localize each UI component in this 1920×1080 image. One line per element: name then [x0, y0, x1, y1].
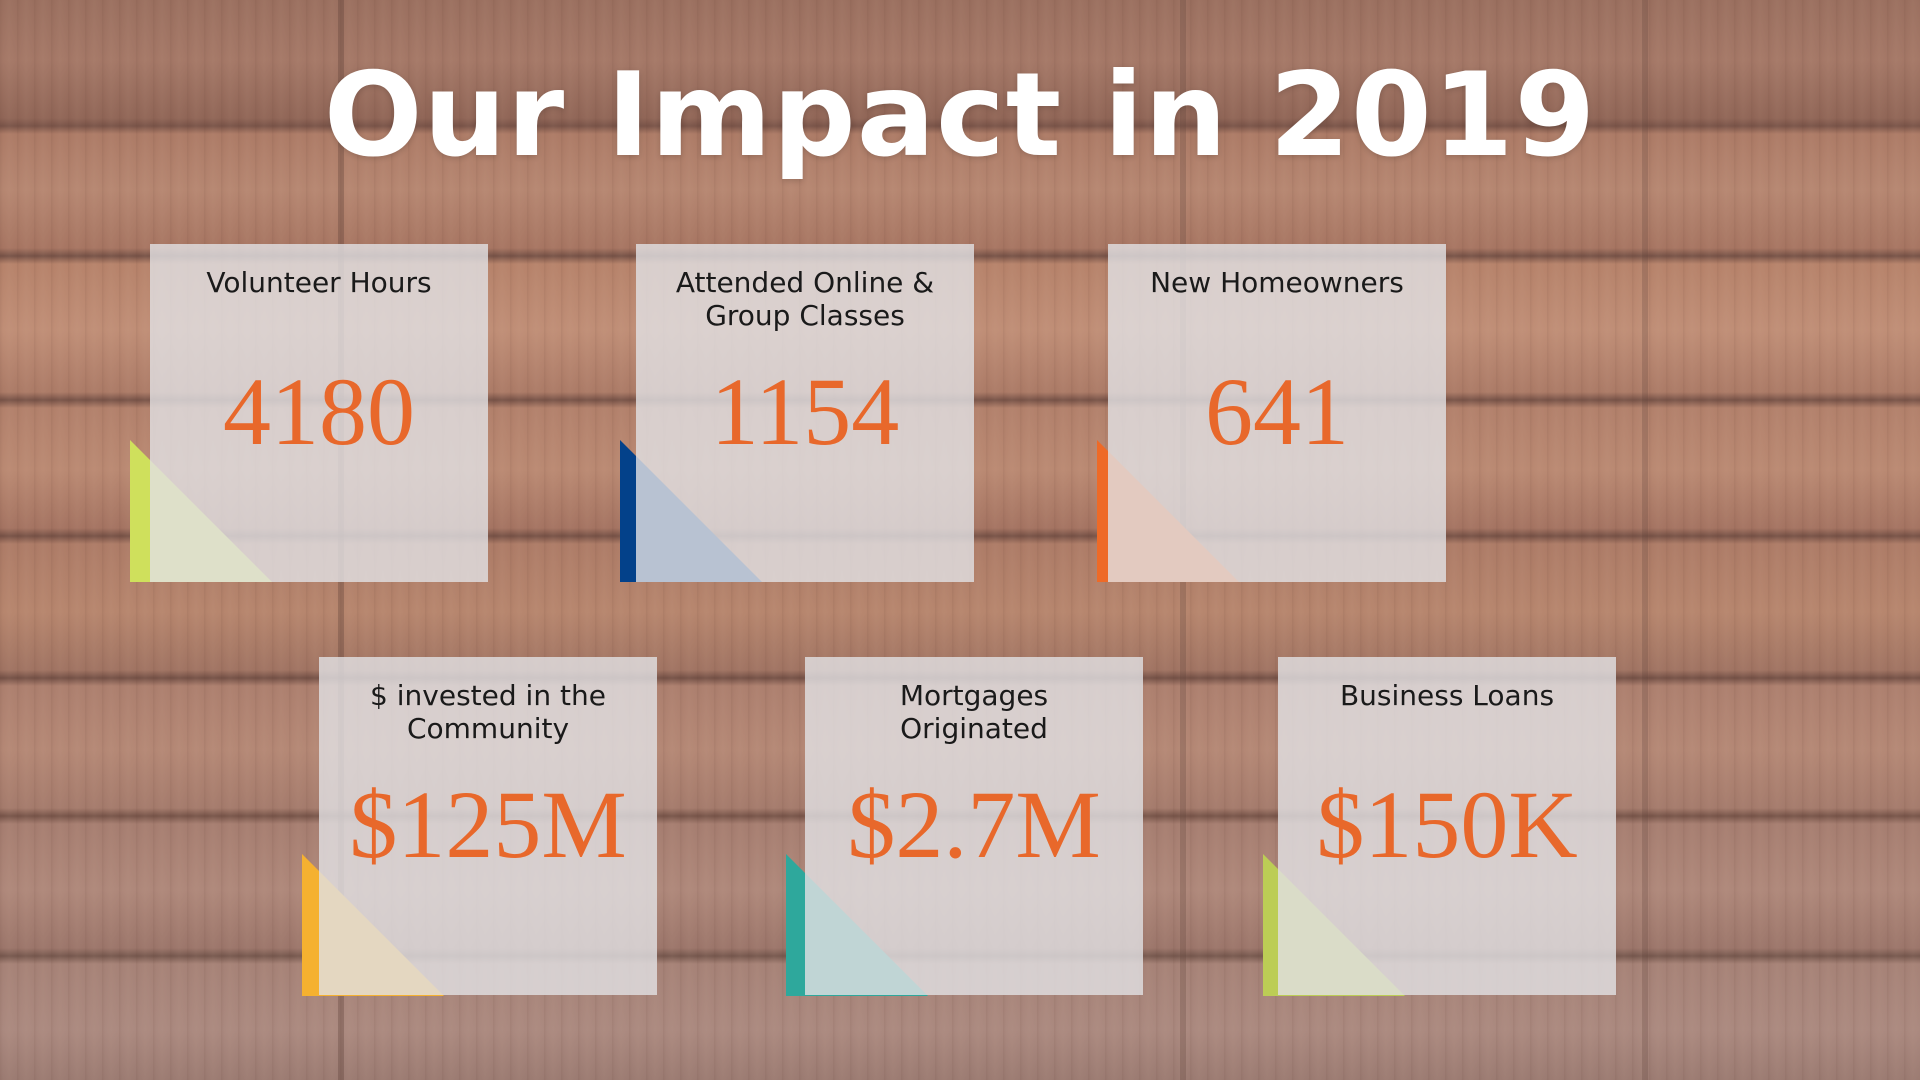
page-title: Our Impact in 2019	[323, 48, 1597, 183]
stat-label: Volunteer Hours	[206, 266, 432, 299]
stat-card-business-loans: Business Loans $150K	[1278, 657, 1616, 995]
stat-card-mortgages: Mortgages Originated $2.7M	[805, 657, 1143, 995]
stat-value: 4180	[223, 358, 415, 465]
stat-value: $2.7M	[847, 771, 1101, 878]
stat-card-classes: Attended Online & Group Classes 1154	[636, 244, 974, 582]
stat-value: $125M	[349, 771, 627, 878]
stat-label: Mortgages Originated	[899, 679, 1049, 745]
stat-value: 641	[1205, 358, 1349, 465]
stat-label: New Homeowners	[1150, 266, 1404, 299]
stat-label: Business Loans	[1339, 679, 1555, 712]
stat-card-volunteer-hours: Volunteer Hours 4180	[150, 244, 488, 582]
stat-card-new-homeowners: New Homeowners 641	[1108, 244, 1446, 582]
stat-label: Attended Online & Group Classes	[675, 266, 935, 332]
stat-value: 1154	[710, 358, 900, 465]
stat-label: $ invested in the Community	[370, 679, 606, 745]
stat-value: $150K	[1316, 771, 1578, 878]
stat-card-invested: $ invested in the Community $125M	[319, 657, 657, 995]
